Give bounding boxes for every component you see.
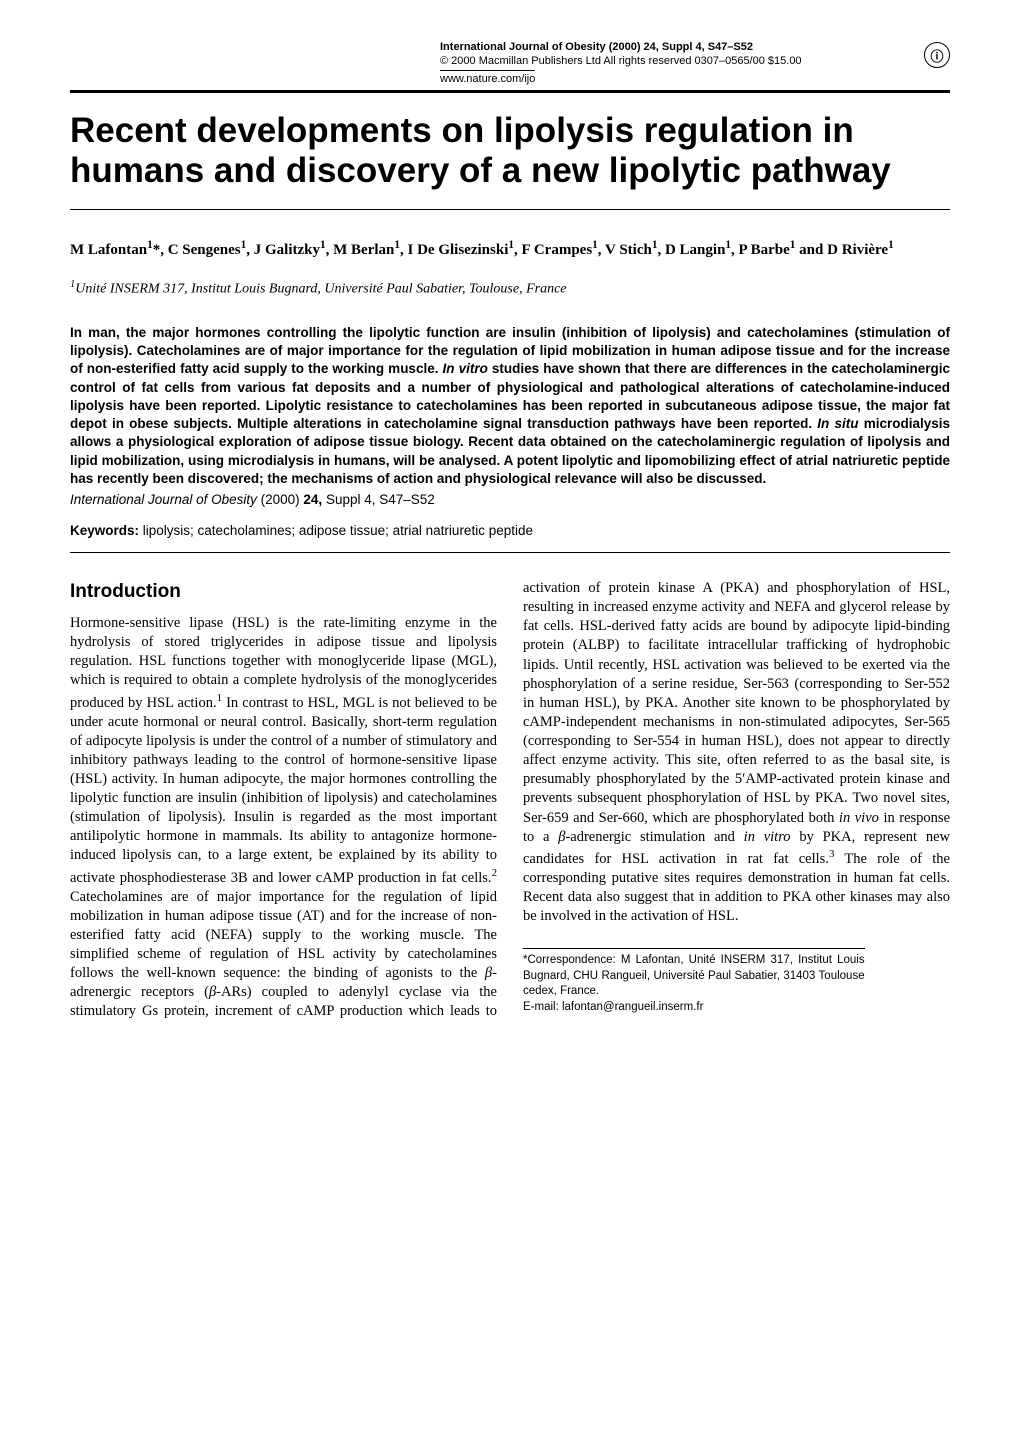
authors-list: M Lafontan1*, C Sengenes1, J Galitzky1, … [70, 238, 950, 261]
citation-journal: International Journal of Obesity [70, 492, 257, 507]
journal-info: International Journal of Obesity (2000) … [440, 40, 802, 86]
title-rule-top [70, 90, 950, 93]
journal-copyright: © 2000 Macmillan Publishers Ltd All righ… [440, 54, 802, 68]
citation: International Journal of Obesity (2000) … [70, 492, 950, 507]
section-heading-introduction: Introduction [70, 579, 497, 604]
journal-name: International Journal of Obesity (2000) … [440, 41, 753, 53]
article-title: Recent developments on lipolysis regulat… [70, 111, 950, 192]
citation-year: (2000) [261, 492, 304, 507]
keywords: Keywords: lipolysis; catecholamines; adi… [70, 523, 950, 538]
affiliation: 1Unité INSERM 317, Institut Louis Bugnar… [70, 279, 950, 298]
title-rule-bottom [70, 209, 950, 210]
citation-volume: 24, [303, 492, 322, 507]
citation-pages: Suppl 4, S47–S52 [326, 492, 435, 507]
keywords-text: lipolysis; catecholamines; adipose tissu… [139, 523, 533, 538]
keywords-label: Keywords: [70, 523, 139, 538]
footnote-address: *Correspondence: M Lafontan, Unité INSER… [523, 953, 865, 1000]
journal-url: www.nature.com/ijo [440, 70, 535, 86]
journal-name-line: International Journal of Obesity (2000) … [440, 40, 802, 54]
keywords-rule [70, 552, 950, 553]
journal-header: International Journal of Obesity (2000) … [70, 40, 950, 86]
footnote-email: E-mail: lafontan@rangueil.inserm.fr [523, 1000, 865, 1016]
body-columns: Introduction Hormone-sensitive lipase (H… [70, 579, 950, 1021]
correspondence-footnote: *Correspondence: M Lafontan, Unité INSER… [523, 948, 865, 1015]
abstract: In man, the major hormones controlling t… [70, 324, 950, 488]
publisher-logo-icon: ⓘ [924, 42, 950, 68]
